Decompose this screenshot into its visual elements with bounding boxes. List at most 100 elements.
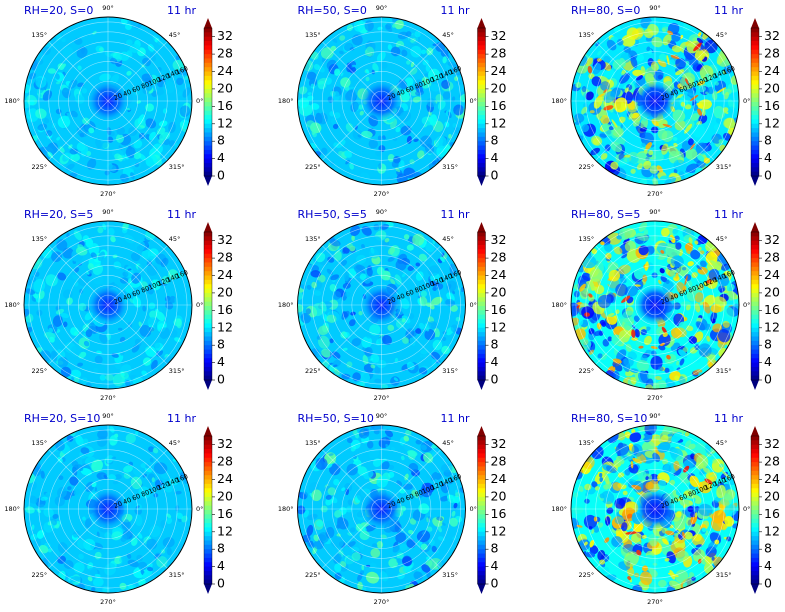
heatmap-patch [399,543,408,551]
heatmap-patch [151,477,155,483]
angular-grid-line [381,245,442,306]
radial-tick-label: 20 [113,296,124,307]
heatmap-patch [365,76,370,82]
panel-title: RH=20, S=5 [24,208,93,221]
heatmap-patch [163,482,173,493]
angle-tick-label: 0° [470,505,477,513]
colorbar-segment [477,488,486,493]
colorbar-segment [204,245,212,250]
heatmap-patch [83,538,96,551]
colorbar-segment [204,536,212,541]
colorbar-segment [477,84,486,90]
colorbar-segment [751,510,759,515]
heatmap-hotspot [703,282,708,287]
heatmap-patch [138,486,151,499]
angle-tick-label: 45° [169,235,181,243]
colorbar-segment [477,362,486,368]
colorbar-segment [204,310,212,316]
heatmap-patch [375,149,383,157]
radial-tick-label: 80 [687,488,698,499]
heatmap-patch [351,367,357,372]
angle-tick-label: 0° [470,97,477,105]
colorbar-segment [204,279,212,285]
heatmap-patch [716,484,726,499]
heatmap-patch [658,479,667,489]
heatmap-patch [676,281,686,294]
colorbar-segment [204,549,212,554]
heatmap-patch [108,474,117,481]
heatmap-patch [608,126,614,131]
panel-title: RH=50, S=5 [298,208,367,221]
colorbar-segment [751,128,759,133]
colorbar-segment [204,436,212,441]
heatmap-patch [630,168,636,174]
colorbar-segment [751,514,759,520]
colorbar-tick-label: 16 [491,98,507,113]
colorbar-segment [204,123,212,129]
polar-axis-outline [23,424,193,594]
colorbar-tick-label: 20 [764,284,780,299]
colorbar-segment [204,266,212,272]
panel-9: 204060801001201401600°45°90°135°180°225°… [551,412,780,606]
colorbar-segment [751,71,759,77]
heatmap-patch [704,39,718,54]
colorbar-segment [204,345,212,350]
heatmap-patch [313,534,319,542]
heatmap-patch [659,268,665,274]
heatmap-hotspot [675,69,685,76]
heatmap-patch [441,522,446,526]
heatmap-patch [603,69,615,78]
heatmap-patch [345,159,350,165]
angular-grid-line [321,100,382,161]
colorbar-segment [751,28,759,33]
heatmap-patch [624,240,637,253]
colorbar-segment [204,306,212,311]
radial-tick-label: 40 [669,496,680,507]
heatmap-hotspot [665,530,675,536]
colorbar-segment [477,536,486,541]
heatmap-patch [74,94,85,104]
heatmap-patch [58,475,64,481]
colorbar-segment [204,353,212,359]
heatmap-patch [341,373,351,380]
heatmap-patch [133,152,142,160]
heatmap-patch [115,460,123,469]
heatmap-patch [685,304,691,311]
heatmap-patch [33,278,46,293]
colorbar-tick-label: 12 [764,115,780,130]
colorbar-segment [477,54,486,59]
heatmap-patch [346,463,358,476]
heatmap-patch [613,246,623,255]
colorbar-tick-label: 8 [491,337,499,352]
heatmap-patch [435,94,444,103]
colorbar-tick-label: 20 [491,488,507,503]
heatmap-patch [130,252,141,262]
angular-grid-line [595,449,656,510]
panel-time-label: 11 hr [167,4,196,17]
colorbar-segment [751,336,759,342]
heatmap-patch [581,124,590,133]
angle-tick-label: 315° [442,571,458,579]
heatmap-patch [600,115,610,125]
heatmap-patch [37,93,42,99]
colorbar-tick-label: 20 [217,488,233,503]
colorbar-segment [477,75,486,81]
heatmap-patch [694,50,706,61]
colorbar-tick-label: 0 [491,168,499,183]
heatmap-patch [599,473,603,478]
heatmap-patch [426,473,430,479]
angle-tick-label: 90° [649,4,661,12]
heatmap-patch [329,463,341,476]
angular-grid-line [654,449,715,510]
heatmap-patch [146,538,158,550]
colorbar-segment [751,36,759,42]
angle-tick-label: 45° [169,31,181,39]
heatmap-patch [174,142,178,147]
colorbar-segment [204,488,212,493]
heatmap-patch [410,37,416,43]
heatmap-patch [428,539,435,546]
heatmap-patch [96,531,100,538]
heatmap-patch [600,81,610,91]
colorbar-segment [477,449,486,454]
colorbar-segment [477,570,486,576]
